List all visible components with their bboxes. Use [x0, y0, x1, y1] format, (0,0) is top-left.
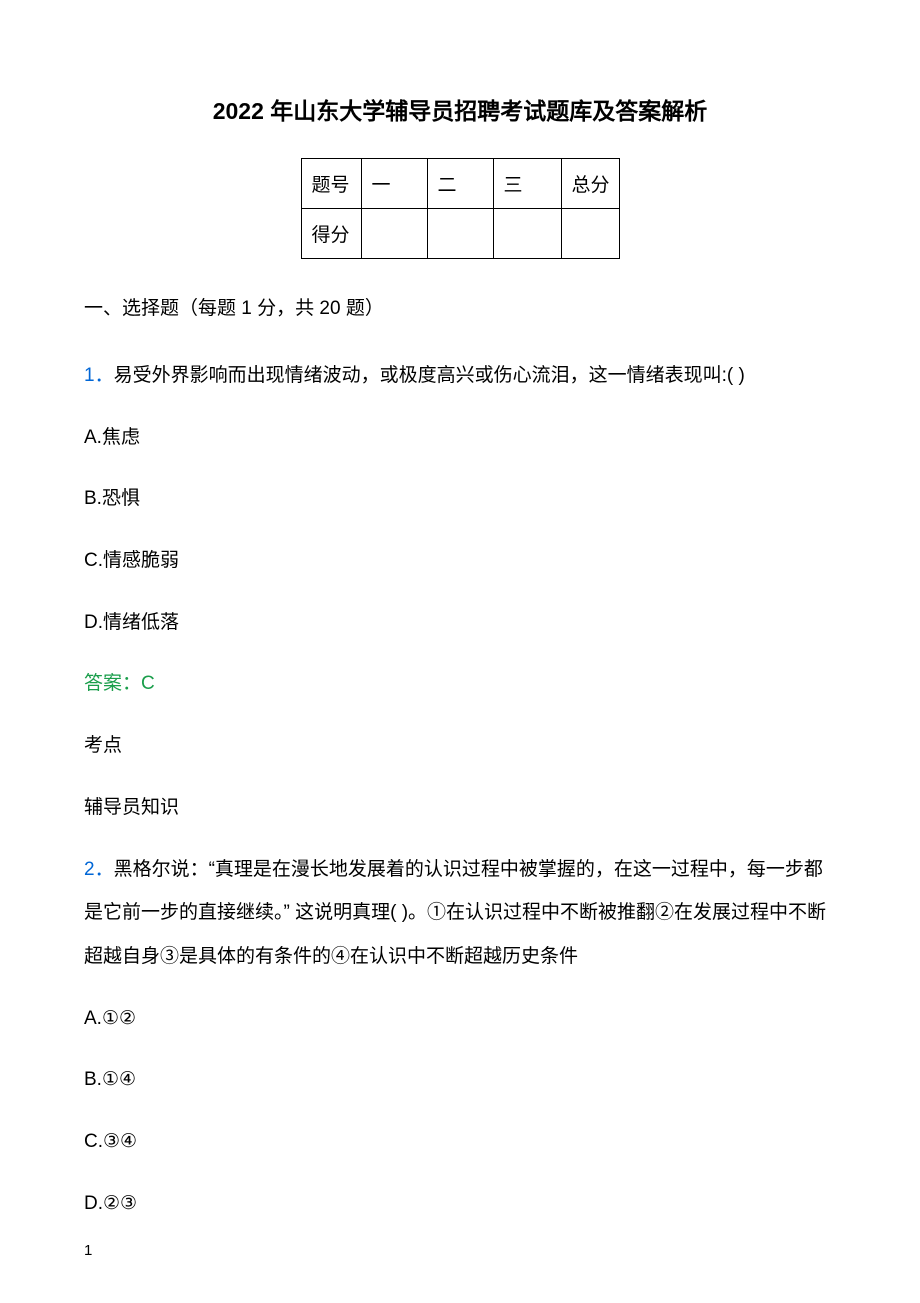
q1-answer: 答案：C — [84, 662, 836, 706]
cell-score-three — [493, 209, 561, 259]
q1-kaodian-label: 考点 — [84, 724, 836, 768]
cell-header-label: 题号 — [301, 159, 361, 209]
q2-option-b: B.①④ — [84, 1058, 836, 1102]
cell-header-total: 总分 — [561, 159, 619, 209]
q1-option-c: C.情感脆弱 — [84, 539, 836, 583]
cell-score-one — [361, 209, 427, 259]
q1-answer-value: C — [141, 673, 155, 694]
section-1-heading: 一、选择题（每题 1 分，共 20 题） — [84, 293, 836, 320]
q1-stem-text: 易受外界影响而出现情绪波动，或极度高兴或伤心流泪，这一情绪表现叫:( ) — [114, 365, 745, 386]
cell-header-two: 二 — [427, 159, 493, 209]
cell-header-one: 一 — [361, 159, 427, 209]
q2-option-c: C.③④ — [84, 1120, 836, 1164]
q2-stem-text: 黑格尔说：“真理是在漫长地发展着的认识过程中被掌握的，在这一过程中，每一步都是它… — [84, 859, 826, 967]
document-page: 2022 年山东大学辅导员招聘考试题库及答案解析 题号 一 二 三 总分 得分 … — [0, 0, 920, 1303]
score-table-header-row: 题号 一 二 三 总分 — [301, 159, 619, 209]
cell-score-two — [427, 209, 493, 259]
q1-option-a: A.焦虑 — [84, 416, 836, 460]
cell-header-three: 三 — [493, 159, 561, 209]
q1-kaodian-value: 辅导员知识 — [84, 786, 836, 830]
cell-score-label: 得分 — [301, 209, 361, 259]
q2-number: 2． — [84, 859, 114, 880]
q1-stem: 1．易受外界影响而出现情绪波动，或极度高兴或伤心流泪，这一情绪表现叫:( ) — [84, 354, 836, 398]
score-table-score-row: 得分 — [301, 209, 619, 259]
cell-score-total — [561, 209, 619, 259]
q1-option-b: B.恐惧 — [84, 477, 836, 521]
q1-number: 1． — [84, 365, 114, 386]
q2-stem: 2．黑格尔说：“真理是在漫长地发展着的认识过程中被掌握的，在这一过程中，每一步都… — [84, 848, 836, 979]
q2-option-d: D.②③ — [84, 1182, 836, 1226]
q2-option-a: A.①② — [84, 997, 836, 1041]
page-number: 1 — [84, 1242, 92, 1259]
score-table: 题号 一 二 三 总分 得分 — [301, 158, 620, 259]
page-title: 2022 年山东大学辅导员招聘考试题库及答案解析 — [84, 92, 836, 126]
q1-answer-label: 答案： — [84, 673, 141, 694]
q1-option-d: D.情绪低落 — [84, 601, 836, 645]
